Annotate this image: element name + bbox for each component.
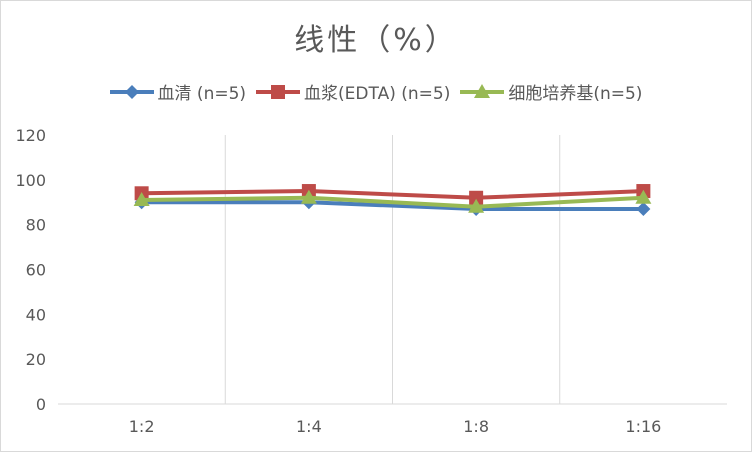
legend-label: 血浆(EDTA) (n=5) [304, 84, 451, 104]
x-tick-label: 1:2 [129, 417, 155, 436]
series-line-1 [141, 189, 644, 200]
data-point-2-2 [468, 198, 485, 213]
y-tick-label: 60 [26, 261, 46, 280]
series-line-2 [141, 195, 644, 209]
y-tick-label: 20 [26, 350, 46, 369]
legend-item: 血清 (n=5) [109, 79, 247, 104]
data-point-2-1 [300, 189, 317, 204]
legend-item: 细胞培养基(n=5) [460, 79, 642, 104]
y-tick-label: 0 [36, 395, 46, 414]
x-tick-label: 1:8 [463, 417, 489, 436]
series-line-0 [141, 200, 644, 211]
chart-title: 线性（%） [294, 23, 458, 58]
x-tick-label: 1:16 [625, 417, 661, 436]
legend: 血清 (n=5) 血浆(EDTA) (n=5) 细胞培养基(n=5) [1, 79, 751, 104]
y-tick-label: 40 [26, 305, 46, 324]
data-point-1-2 [469, 190, 484, 205]
y-tick-label: 80 [26, 216, 46, 235]
legend-marker-icon [460, 83, 505, 98]
x-tick-label: 1:4 [296, 417, 322, 436]
legend-label: 细胞培养基(n=5) [508, 84, 643, 104]
data-point-2-3 [635, 189, 652, 204]
y-tick-label: 120 [15, 126, 46, 145]
legend-marker-icon [109, 84, 154, 99]
y-tick-label: 100 [15, 171, 46, 190]
data-point-0-3 [636, 201, 651, 216]
legend-marker-icon [256, 84, 301, 99]
legend-label: 血清 (n=5) [157, 84, 247, 104]
data-point-2-0 [133, 192, 150, 207]
legend-item: 血浆(EDTA) (n=5) [256, 79, 450, 104]
